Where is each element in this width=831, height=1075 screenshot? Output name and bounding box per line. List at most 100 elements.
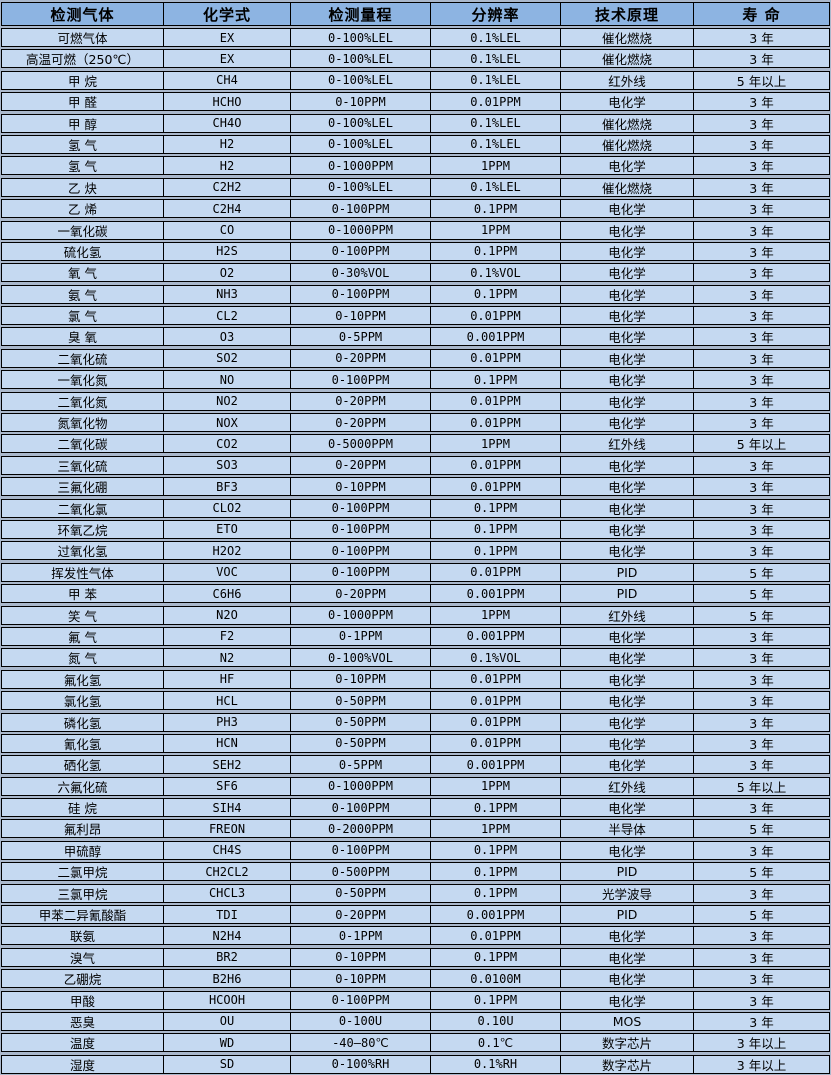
formula-cell: H2	[163, 157, 290, 175]
column-header-principle: 技术原理	[560, 3, 693, 25]
lifespan-cell: 3 年	[693, 713, 829, 731]
gas-name-cell: 环氧乙烷	[57, 522, 108, 538]
lifespan-cell: 3 年	[693, 285, 829, 303]
gas-name-cell: 二氧化碳	[57, 437, 108, 453]
formula-cell: NO	[163, 371, 290, 389]
table-row: 温度 WD -40—80℃ 0.1℃ 数字芯片 3 年以上	[1, 1033, 830, 1053]
resolution-cell: 0.01PPM	[430, 692, 560, 710]
principle-cell: 红外线	[560, 435, 693, 453]
principle-cell: 电化学	[560, 328, 693, 346]
table-row: 甲 醛 HCHO 0-10PPM 0.01PPM 电化学 3 年	[1, 92, 830, 112]
gas-name-cell: 可燃气体	[57, 31, 108, 46]
principle-cell: 红外线	[560, 777, 693, 795]
table-body: 可燃气体 EX 0-100%LEL 0.1%LEL 催化燃烧 3 年 高温可燃（…	[1, 28, 830, 1074]
gas-name-cell: 高温可燃（250℃）	[26, 52, 139, 68]
formula-cell: NH3	[163, 285, 290, 303]
resolution-cell: 0.01PPM	[430, 670, 560, 688]
formula-cell: HCHO	[163, 93, 290, 111]
principle-cell: 催化燃烧	[560, 29, 693, 46]
table-row: 六氟化硫 SF6 0-1000PPM 1PPM 红外线 5 年以上	[1, 776, 830, 796]
gas-name-cell: 笑 气	[68, 608, 97, 624]
range-cell: 0-1000PPM	[290, 777, 430, 795]
range-cell: 0-100%LEL	[290, 178, 430, 196]
resolution-cell: 0.01PPM	[430, 478, 560, 496]
formula-cell: N2O	[163, 606, 290, 624]
table-row: 氟利昂 FREON 0-2000PPM 1PPM 半导体 5 年	[1, 819, 830, 839]
principle-cell: 电化学	[560, 734, 693, 752]
formula-cell: SO2	[163, 349, 290, 367]
lifespan-cell: 3 年	[693, 799, 829, 817]
formula-cell: H2	[163, 135, 290, 153]
table-row: 氮 气 N2 0-100%VOL 0.1%VOL 电化学 3 年	[1, 648, 830, 668]
resolution-cell: 0.1PPM	[430, 542, 560, 560]
table-row: 臭 氧 O3 0-5PPM 0.001PPM 电化学 3 年	[1, 327, 830, 347]
principle-cell: 催化燃烧	[560, 114, 693, 132]
resolution-cell: 0.1PPM	[430, 371, 560, 389]
formula-cell: CO	[163, 221, 290, 239]
principle-cell: 电化学	[560, 713, 693, 731]
gas-name-cell: 温度	[69, 1036, 95, 1052]
principle-cell: 数字芯片	[560, 1034, 693, 1052]
resolution-cell: 0.001PPM	[430, 627, 560, 645]
lifespan-cell: 3 年	[693, 200, 829, 218]
resolution-cell: 0.1%LEL	[430, 29, 560, 46]
table-row: 氮氧化物 NOX 0-20PPM 0.01PPM 电化学 3 年	[1, 413, 830, 433]
formula-cell: CL2	[163, 307, 290, 325]
gas-name-cell: 二氯甲烷	[57, 865, 108, 881]
table-row: 氨 气 NH3 0-100PPM 0.1PPM 电化学 3 年	[1, 284, 830, 304]
principle-cell: 电化学	[560, 242, 693, 260]
principle-cell: 电化学	[560, 927, 693, 945]
formula-cell: SIH4	[163, 799, 290, 817]
formula-cell: ETO	[163, 520, 290, 538]
column-header-gas: 检测气体	[50, 5, 115, 24]
table-row: 一氧化氮 NO 0-100PPM 0.1PPM 电化学 3 年	[1, 370, 830, 390]
principle-cell: 电化学	[560, 285, 693, 303]
lifespan-cell: 3 年	[693, 178, 829, 196]
principle-cell: 电化学	[560, 499, 693, 517]
table-row: 可燃气体 EX 0-100%LEL 0.1%LEL 催化燃烧 3 年	[1, 28, 830, 47]
resolution-cell: 0.1PPM	[430, 841, 560, 859]
range-cell: 0-100PPM	[290, 991, 430, 1009]
principle-cell: 光学波导	[560, 884, 693, 902]
table-row: 氢 气 H2 0-100%LEL 0.1%LEL 催化燃烧 3 年	[1, 134, 830, 154]
lifespan-cell: 3 年	[693, 221, 829, 239]
table-row: 硫化氢 H2S 0-100PPM 0.1PPM 电化学 3 年	[1, 241, 830, 261]
formula-cell: SD	[163, 1055, 290, 1073]
range-cell: -40—80℃	[290, 1034, 430, 1052]
resolution-cell: 0.1%RH	[430, 1055, 560, 1073]
column-header-formula: 化学式	[163, 3, 290, 25]
table-header-row: 检测气体 化学式 检测量程 分辨率 技术原理 寿 命	[1, 2, 830, 26]
range-cell: 0-1PPM	[290, 927, 430, 945]
resolution-cell: 0.1PPM	[430, 991, 560, 1009]
resolution-cell: 0.1PPM	[430, 285, 560, 303]
range-cell: 0-100PPM	[290, 841, 430, 859]
range-cell: 0-100PPM	[290, 242, 430, 260]
formula-cell: NOX	[163, 414, 290, 432]
resolution-cell: 1PPM	[430, 435, 560, 453]
gas-name-cell: 氟利昂	[63, 822, 102, 838]
formula-cell: CO2	[163, 435, 290, 453]
lifespan-cell: 3 年	[693, 970, 829, 988]
range-cell: 0-30%VOL	[290, 264, 430, 282]
lifespan-cell: 3 年	[693, 392, 829, 410]
lifespan-cell: 3 年	[693, 328, 829, 346]
lifespan-cell: 3 年	[693, 692, 829, 710]
formula-cell: WD	[163, 1034, 290, 1052]
range-cell: 0-20PPM	[290, 456, 430, 474]
gas-name-cell: 臭 氧	[68, 330, 97, 346]
gas-name-cell: 氟 气	[68, 629, 97, 645]
principle-cell: 电化学	[560, 221, 693, 239]
table-row: 三氧化硫 SO3 0-20PPM 0.01PPM 电化学 3 年	[1, 455, 830, 475]
resolution-cell: 1PPM	[430, 221, 560, 239]
formula-cell: SF6	[163, 777, 290, 795]
table-row: 甲 醇 CH4O 0-100%LEL 0.1%LEL 催化燃烧 3 年	[1, 113, 830, 133]
principle-cell: 电化学	[560, 456, 693, 474]
table-row: 甲酸 HCOOH 0-100PPM 0.1PPM 电化学 3 年	[1, 990, 830, 1010]
principle-cell: 电化学	[560, 264, 693, 282]
formula-cell: H2O2	[163, 542, 290, 560]
table-row: 乙 炔 C2H2 0-100%LEL 0.1%LEL 催化燃烧 3 年	[1, 177, 830, 197]
principle-cell: 电化学	[560, 756, 693, 774]
principle-cell: MOS	[560, 1012, 693, 1030]
principle-cell: 电化学	[560, 307, 693, 325]
